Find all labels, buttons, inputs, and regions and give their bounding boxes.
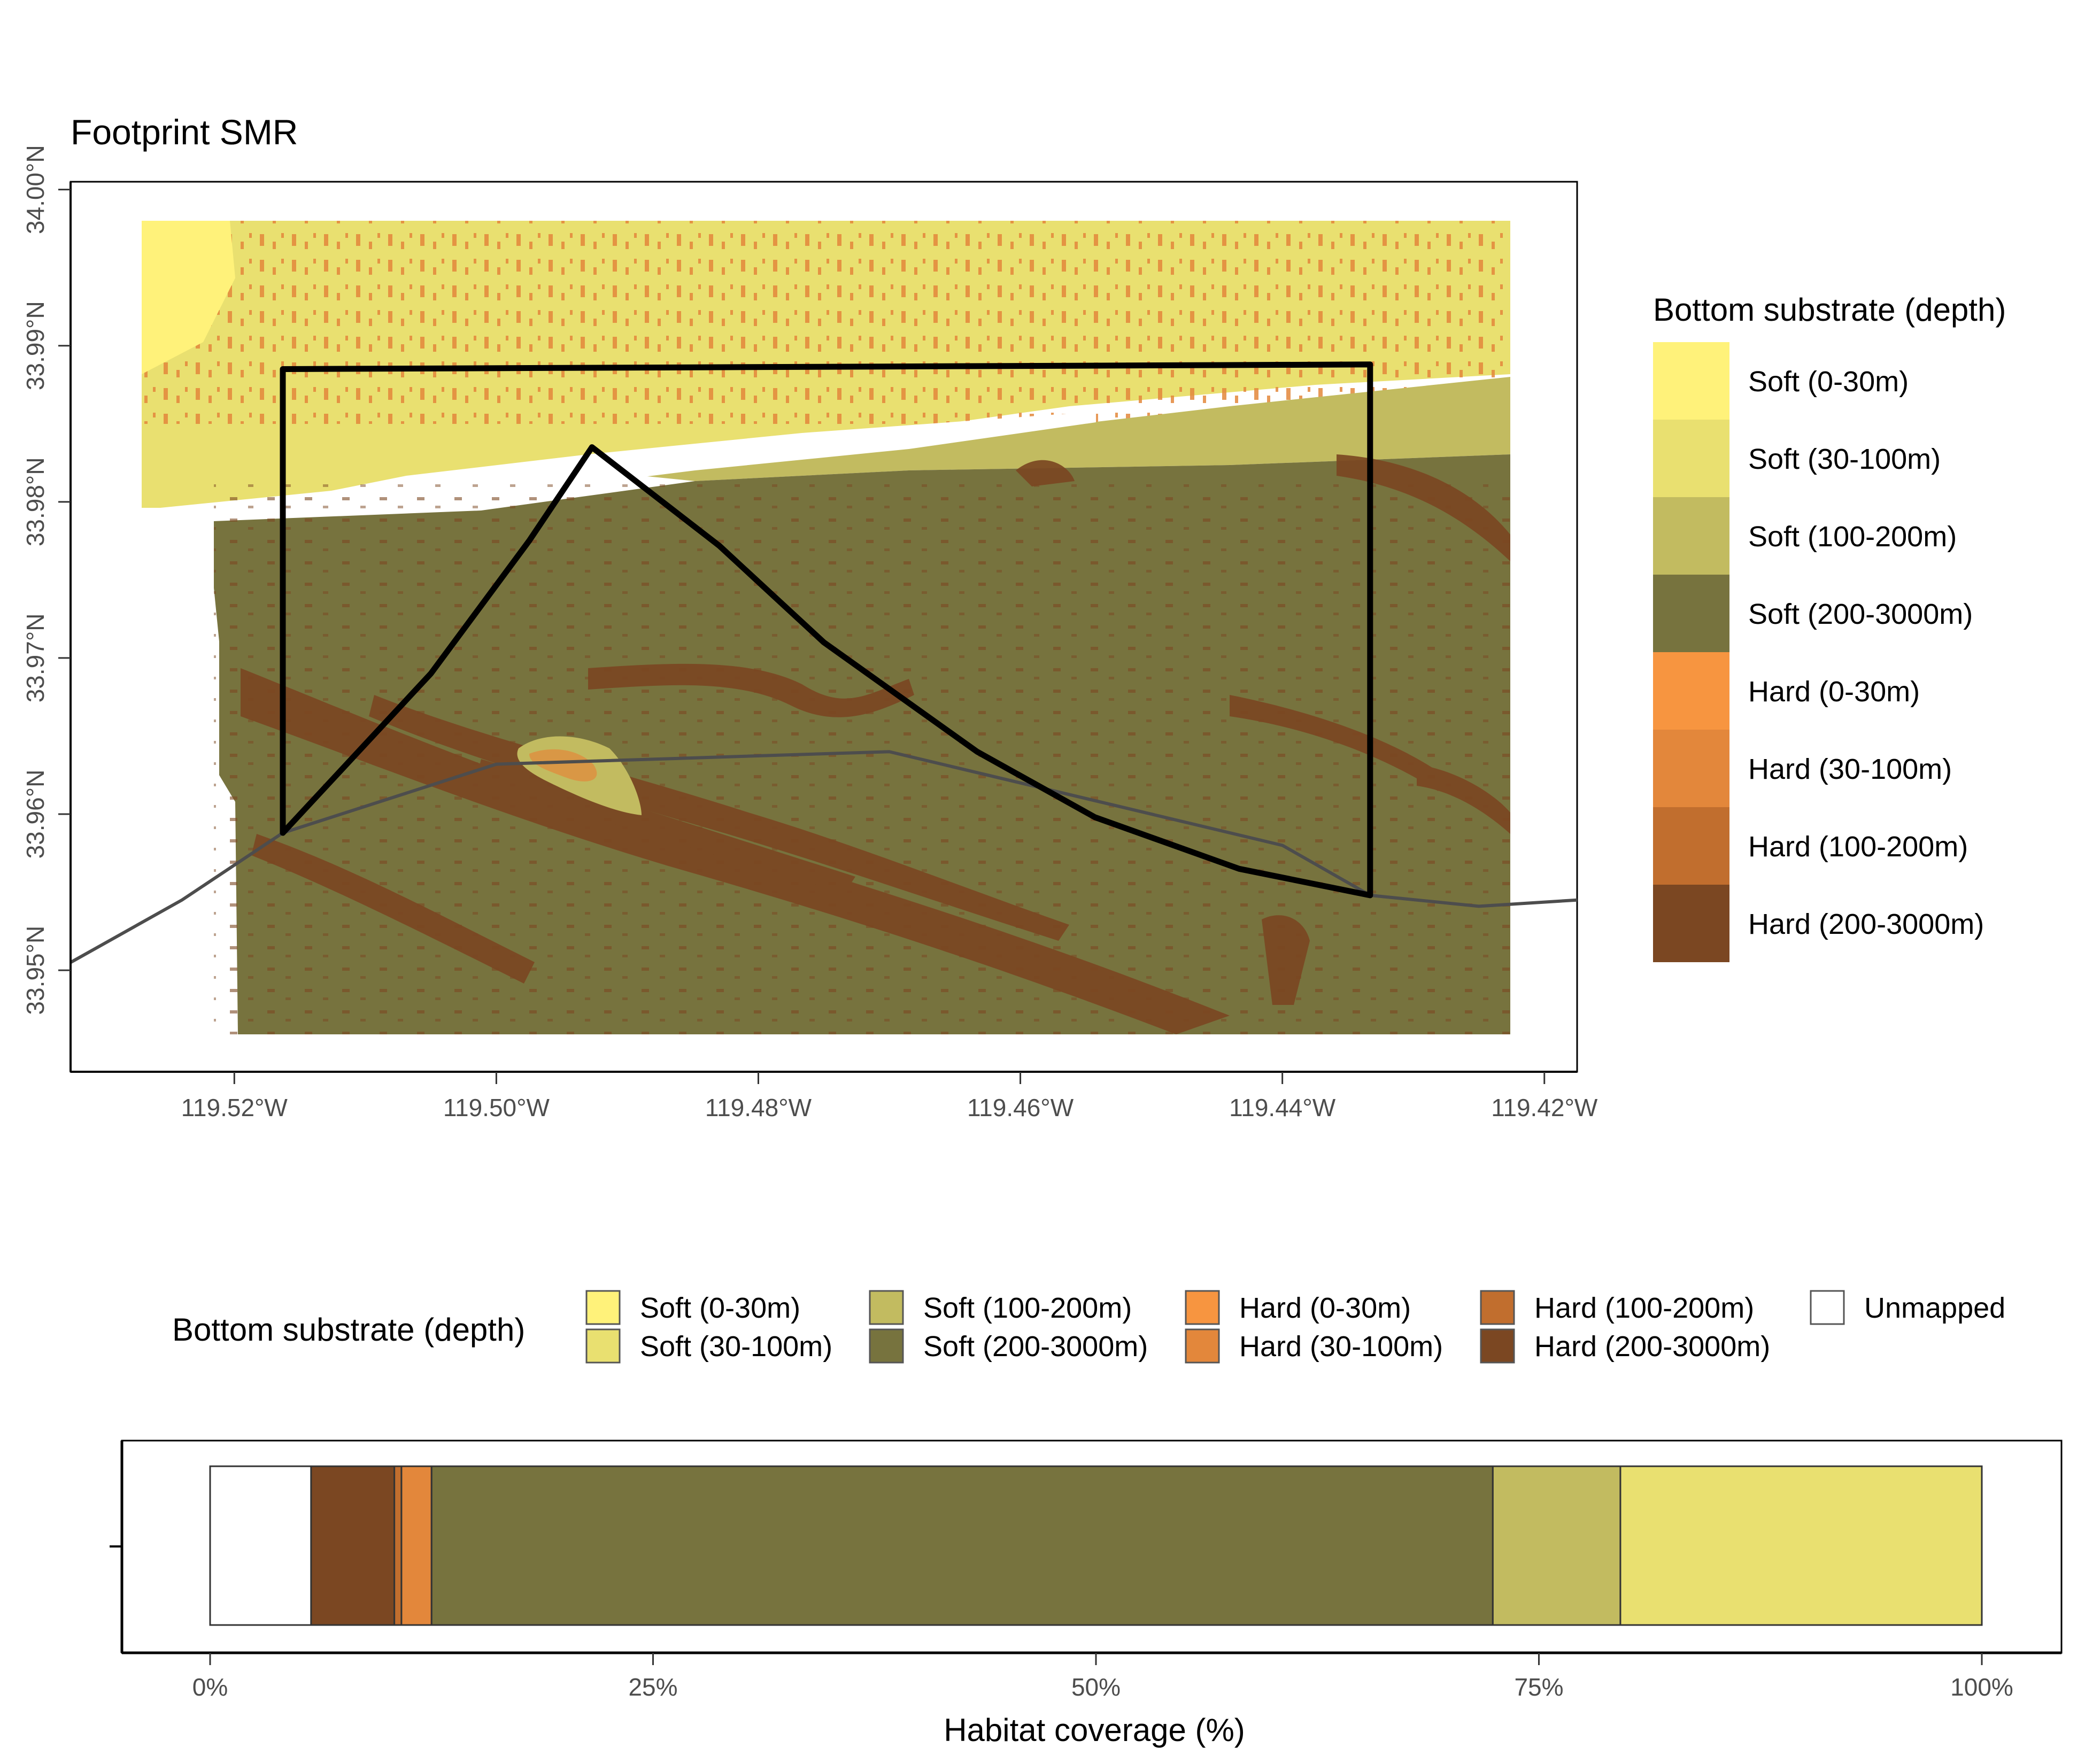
bar-segment-soft-100-200m- (1492, 1465, 1621, 1626)
legend-right-label: Soft (30-100m) (1748, 443, 1941, 475)
legend-bottom-swatch (1480, 1290, 1515, 1325)
bar-segment-hard-30-100m- (400, 1465, 433, 1626)
legend-bottom-label: Soft (100-200m) (923, 1292, 1132, 1324)
legend-bottom-label: Hard (100-200m) (1534, 1292, 1754, 1324)
legend-bottom-swatch (1810, 1290, 1845, 1325)
coverage-x-axis-title: Habitat coverage (%) (944, 1712, 1245, 1748)
legend-right-swatch (1653, 342, 1729, 420)
bar-segment-soft-30-100m- (1619, 1465, 1983, 1626)
legend-bottom-swatch (1480, 1328, 1515, 1364)
bar-x-tick-label: 100% (1950, 1673, 2013, 1701)
map-x-tick-label: 119.52°W (181, 1094, 288, 1121)
legend-right-swatch (1653, 575, 1729, 652)
legend-right-swatch (1653, 420, 1729, 497)
soft-0-30m-area (142, 221, 235, 374)
bar-segment-hard-200-3000m- (310, 1465, 396, 1626)
legend-right-label: Hard (30-100m) (1748, 753, 1952, 785)
legend-bottom: Bottom substrate (depth) Soft (0-30m) Sof… (172, 1290, 2005, 1364)
legend-right-label: Soft (100-200m) (1748, 521, 1957, 553)
map-y-tick-label: 33.96°N (21, 770, 49, 859)
legend-bottom-label: Soft (0-30m) (640, 1292, 800, 1324)
legend-right-swatch (1653, 730, 1729, 807)
legend-right-swatch (1653, 497, 1729, 575)
legend-bottom-swatch (1185, 1328, 1220, 1364)
map-x-tick-label: 119.46°W (967, 1094, 1074, 1121)
legend-bottom-label: Hard (0-30m) (1239, 1292, 1411, 1324)
map-x-tick-label: 119.42°W (1491, 1094, 1598, 1121)
map-y-tick-label: 33.98°N (21, 457, 49, 546)
legend-right-label: Hard (100-200m) (1748, 831, 1968, 863)
map-x-tick-label: 119.50°W (443, 1094, 550, 1121)
footprint-boundary (280, 361, 1373, 899)
map-y-tick-label: 33.97°N (21, 614, 49, 703)
legend-right-swatch (1653, 885, 1729, 962)
map-x-tick-label: 119.48°W (705, 1094, 812, 1121)
bar-segment-hard-100-200m- (393, 1465, 403, 1626)
legend-right-title: Bottom substrate (depth) (1653, 292, 2006, 328)
map-y-axis: 33.95°N 33.96°N 33.97°N 33.98°N 33.99°N 34.00… (21, 145, 72, 1072)
coverage-chart: 0% 25% 50% 75% 100% Habitat coverage (%) (110, 1440, 2063, 1748)
bar-x-tick-label: 25% (628, 1673, 677, 1701)
legend-bottom-label: Unmapped (1864, 1292, 2005, 1324)
legend-bottom-label: Hard (200-3000m) (1534, 1330, 1770, 1363)
legend-right-swatch (1653, 652, 1729, 730)
legend-right-label: Soft (200-3000m) (1748, 598, 1973, 630)
legend-bottom-title: Bottom substrate (depth) (172, 1312, 525, 1348)
legend-bottom-label: Soft (200-3000m) (923, 1330, 1148, 1363)
map-y-tick-label: 33.95°N (21, 926, 49, 1015)
legend-right-label: Hard (0-30m) (1748, 676, 1920, 708)
legend-right: Bottom substrate (depth) Soft (0-30m) Sof… (1653, 292, 2006, 962)
bar-segment-soft-200-3000m- (430, 1465, 1494, 1626)
legend-right-label: Soft (0-30m) (1748, 366, 1909, 398)
legend-right-swatch (1653, 807, 1729, 885)
bar-x-tick-label: 0% (192, 1673, 228, 1701)
legend-bottom-swatch (585, 1328, 621, 1364)
substrate-raster (142, 221, 1510, 1034)
legend-bottom-swatch (1185, 1290, 1220, 1325)
coastline (71, 750, 1577, 964)
map-title: Footprint SMR (71, 112, 298, 152)
bar-x-tick-label: 75% (1514, 1673, 1563, 1701)
legend-bottom-swatch (585, 1290, 621, 1325)
legend-bottom-label: Hard (30-100m) (1239, 1330, 1443, 1363)
map-x-tick-label: 119.44°W (1229, 1094, 1336, 1121)
legend-bottom-label: Soft (30-100m) (640, 1330, 832, 1363)
legend-bottom-swatch (869, 1328, 904, 1364)
legend-right-label: Hard (200-3000m) (1748, 908, 1984, 940)
hard-speckle-north (142, 221, 1510, 424)
bar-segment-unmapped (209, 1465, 312, 1626)
map-x-axis: 119.52°W 119.50°W 119.48°W 119.46°W 119.44°W… (71, 1071, 1598, 1121)
bar-x-tick-label: 50% (1071, 1673, 1121, 1701)
legend-bottom-swatch (869, 1290, 904, 1325)
map-y-tick-label: 33.99°N (21, 301, 49, 390)
shallow-patch-hard (529, 749, 597, 782)
map-y-tick-label: 34.00°N (21, 145, 49, 234)
map-panel: 33.95°N 33.96°N 33.97°N 33.98°N 33.99°N 34.00… (21, 145, 1598, 1121)
